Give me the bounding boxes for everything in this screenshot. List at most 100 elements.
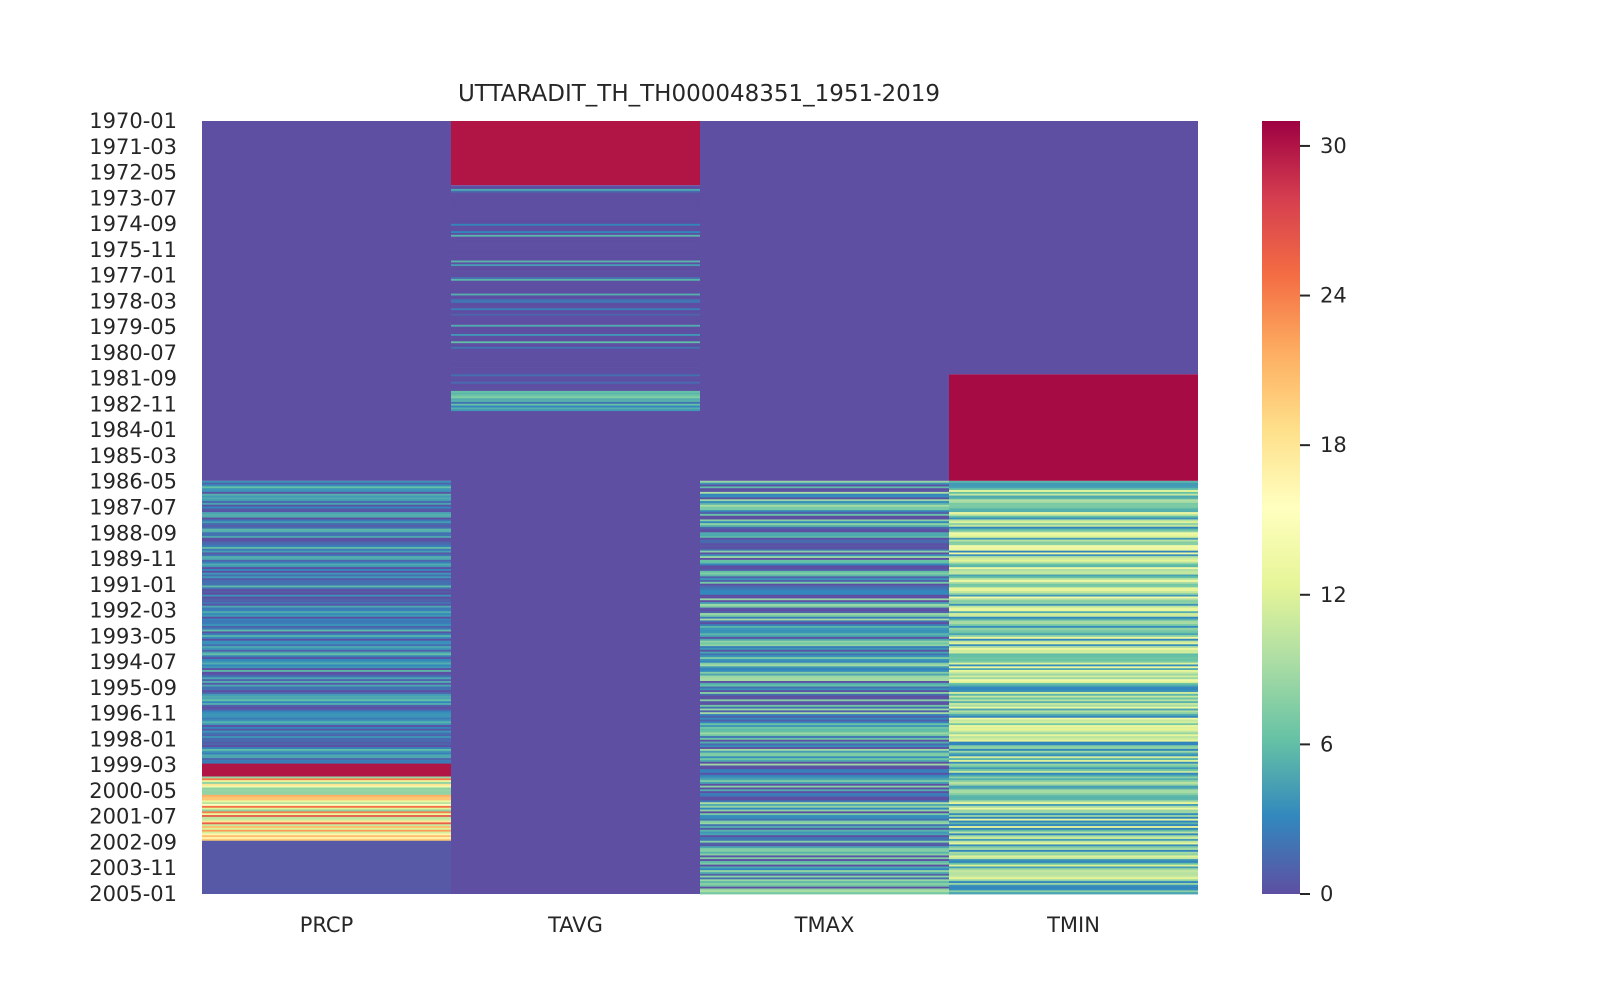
heatmap-cell-tmin <box>949 783 1198 787</box>
heatmap-cell-tmin <box>949 524 1198 528</box>
heatmap-cell-tavg <box>451 372 700 375</box>
heatmap-cell-prcp <box>202 668 451 671</box>
heatmap-cell-prcp <box>202 646 451 649</box>
heatmap-cell-tavg <box>451 345 700 348</box>
heatmap-cell-prcp <box>202 635 451 638</box>
heatmap-cell-tmax <box>700 701 949 704</box>
heatmap-cell-tmax <box>700 576 949 579</box>
heatmap-cell-prcp <box>202 618 451 621</box>
heatmap-cell-tavg <box>451 192 700 195</box>
heatmap-cell-tmax <box>700 530 949 533</box>
heatmap-cell-tmin <box>949 574 1198 577</box>
heatmap-cell-tmax <box>700 480 949 484</box>
heatmap-cell-tavg <box>451 396 700 399</box>
heatmap-cell-tmax <box>700 546 949 550</box>
heatmap-cell-tmin <box>949 815 1198 818</box>
heatmap-cell-tmax <box>700 791 949 794</box>
heatmap-cell-tmin <box>949 824 1198 827</box>
heatmap-cell-tmax <box>700 537 949 541</box>
heatmap-cell-tmin <box>949 769 1198 772</box>
heatmap-cell-prcp <box>202 548 451 552</box>
heatmap-cell-tmin <box>949 653 1198 656</box>
heatmap-cell-prcp <box>202 594 451 597</box>
heatmap-cell-tmax <box>700 875 949 878</box>
heatmap-cell-prcp <box>202 530 451 533</box>
heatmap-cell-tmin <box>949 642 1198 645</box>
heatmap-cell-tmin <box>949 842 1198 845</box>
heatmap-cell-tmin <box>949 835 1198 838</box>
heatmap-cell-tmax <box>700 565 949 568</box>
heatmap-cell-tmax <box>700 501 949 504</box>
heatmap-cell-prcp <box>202 708 451 711</box>
heatmap-cell-tmax <box>700 594 949 597</box>
heatmap-cell-tmin <box>949 831 1198 834</box>
heatmap-cell-tmax <box>700 770 949 774</box>
heatmap-cell-tmin <box>949 857 1198 860</box>
heatmap-cell-prcp <box>202 616 451 619</box>
heatmap-cell-prcp <box>202 818 451 821</box>
heatmap-cell-prcp <box>202 756 451 759</box>
heatmap-cell-tmin <box>949 607 1198 610</box>
heatmap-cell-tmax <box>700 658 949 662</box>
heatmap-cell-tavg <box>451 403 700 406</box>
heatmap-cell-prcp <box>202 557 451 561</box>
heatmap-cell-prcp <box>202 827 451 831</box>
heatmap-cell-tmax <box>700 592 949 596</box>
heatmap-cell-prcp <box>202 501 451 504</box>
heatmap-cell-tmin <box>949 780 1198 783</box>
heatmap-cell-tavg <box>451 346 700 350</box>
heatmap-cell-tmin <box>949 811 1198 814</box>
heatmap-cell-tmin <box>949 552 1198 555</box>
heatmap-cell-tmax <box>700 864 949 867</box>
heatmap-cell-tmax <box>700 629 949 632</box>
y-tick-label: 1975-11 <box>89 238 177 262</box>
heatmap-cell-tmin <box>949 813 1198 816</box>
heatmap-cell-prcp <box>202 545 451 548</box>
heatmap-cell-tmax <box>700 871 949 875</box>
heatmap-cell-tmin <box>949 804 1198 807</box>
heatmap-cell-tmin <box>949 805 1198 809</box>
heatmap-cell-tmax <box>700 657 949 660</box>
heatmap-cell-tmax <box>700 635 949 638</box>
heatmap-cell-tmin <box>949 770 1198 774</box>
y-tick-label: 2001-07 <box>89 805 177 829</box>
heatmap-cell-prcp <box>202 600 451 603</box>
x-axis: PRCP TAVG TMAX TMIN <box>300 913 1100 937</box>
y-tick-label: 1994-07 <box>89 650 177 674</box>
heatmap-cell-tmax <box>700 620 949 623</box>
heatmap-cell-tmax <box>700 570 949 574</box>
heatmap-cell-tmax <box>700 842 949 845</box>
heatmap-cell-tmin <box>949 772 1198 776</box>
heatmap-cell-prcp <box>202 591 451 594</box>
heatmap-cell-prcp <box>202 666 451 669</box>
heatmap-cell-tmin <box>949 693 1198 697</box>
heatmap-cell-prcp <box>202 592 451 596</box>
heatmap-cell-tmax <box>700 890 949 893</box>
heatmap-cell-tmin <box>949 660 1198 664</box>
heatmap-cell-tmin <box>949 578 1198 581</box>
heatmap-cell-tmax <box>700 633 949 636</box>
heatmap-cell-tavg <box>451 190 700 194</box>
heatmap-cell-tmin <box>949 802 1198 805</box>
heatmap-cell-tmax <box>700 824 949 827</box>
heatmap-cell-tmax <box>700 589 949 592</box>
heatmap-cell-tmax <box>700 759 949 763</box>
heatmap-cell-tmin <box>949 585 1198 588</box>
heatmap-cell-tmin <box>949 535 1198 539</box>
heatmap-cell-tmin <box>949 669 1198 673</box>
heatmap-cell-prcp <box>202 528 451 531</box>
heatmap-cell-prcp <box>202 737 451 741</box>
heatmap-cell-tmax <box>700 776 949 779</box>
heatmap-cell-tmin <box>949 688 1198 691</box>
heatmap-cell-tmin <box>949 723 1198 726</box>
heatmap-cell-prcp <box>202 480 451 484</box>
heatmap-cell-tmax <box>700 521 949 524</box>
heatmap-cell-tmin <box>949 725 1198 728</box>
heatmap-cell-tavg <box>451 271 700 274</box>
heatmap-cell-prcp <box>202 602 451 605</box>
y-tick-label: 2003-11 <box>89 856 177 880</box>
heatmap-cell-tavg <box>451 333 700 337</box>
heatmap-cell-tavg <box>451 242 700 245</box>
heatmap-cell-tmin <box>949 726 1198 730</box>
heatmap-cell-prcp <box>202 491 451 495</box>
